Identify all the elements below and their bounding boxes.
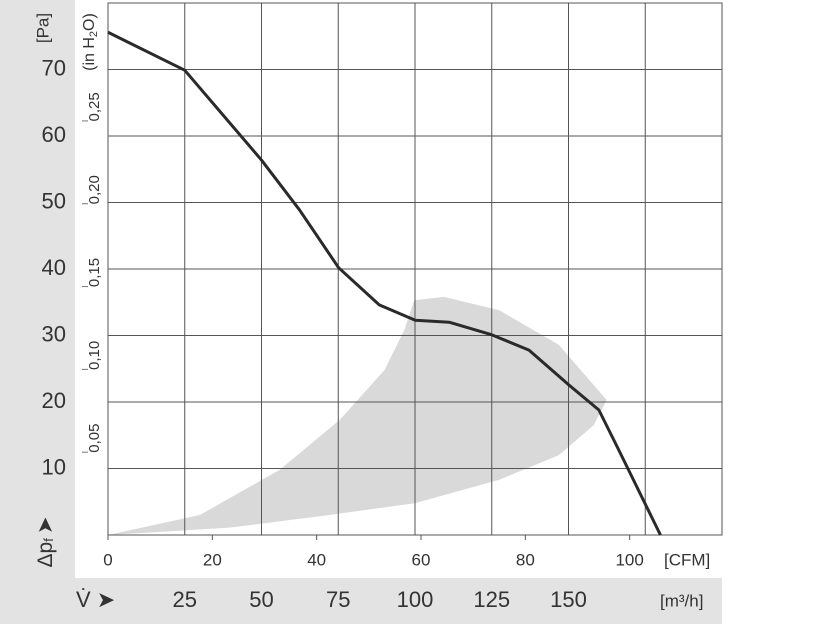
x-tick-label: 100 (615, 550, 643, 569)
x2-tick-label: 150 (550, 587, 587, 612)
y2-label: (in H2O) (81, 13, 100, 71)
y-unit: [Pa] (33, 13, 52, 43)
y-tick-label: 60 (42, 122, 66, 147)
y-label-main: Δp (34, 542, 57, 568)
x-tick-label: 60 (412, 550, 431, 569)
x2-tick-label: 100 (397, 587, 434, 612)
x2-tick-label: 125 (473, 587, 510, 612)
x-tick-label: 20 (203, 550, 222, 569)
operating-region (108, 296, 607, 535)
x2-tick-label: 50 (249, 587, 273, 612)
x2-unit: [m³/h] (660, 591, 703, 610)
y2-tick-label: 0,20 (86, 175, 103, 204)
y-tick-label: 20 (42, 388, 66, 413)
x2-label-arrow: ➤ (97, 587, 115, 612)
x-tick-label: 80 (516, 550, 535, 569)
x-tick-label: 40 (307, 550, 326, 569)
y2-tick-label: 0,25 (86, 92, 103, 121)
bottom-band (0, 578, 722, 624)
y-label: Δpf ➤ (34, 517, 57, 568)
x-unit: [CFM] (664, 550, 710, 569)
y2-tick-label: 0,05 (86, 424, 103, 453)
x2-label: V̇ ➤ (76, 587, 115, 612)
x-tick-label: 0 (103, 550, 112, 569)
y-label-sub: f (41, 538, 56, 542)
y2-tick-label: 0,10 (86, 341, 103, 370)
x2-label-main: V̇ (76, 587, 91, 612)
y-tick-label: 70 (42, 55, 66, 80)
x2-tick-label: 75 (326, 587, 350, 612)
fan-curve (107, 30, 662, 536)
y-label-arrow: ➤ (34, 517, 57, 535)
y2-label-pre: (in H (81, 37, 98, 71)
y2-tick-label: 0,15 (86, 258, 103, 287)
y-tick-label: 30 (42, 321, 66, 346)
y-tick-label: 40 (42, 255, 66, 280)
plot-frame (107, 2, 723, 536)
y-tick-label: 50 (42, 188, 66, 213)
left-band (0, 0, 75, 578)
y-tick-label: 10 (42, 454, 66, 479)
y2-label-sub: 2 (88, 31, 100, 37)
y2-label-post: O) (81, 13, 98, 31)
x2-tick-label: 25 (173, 587, 197, 612)
